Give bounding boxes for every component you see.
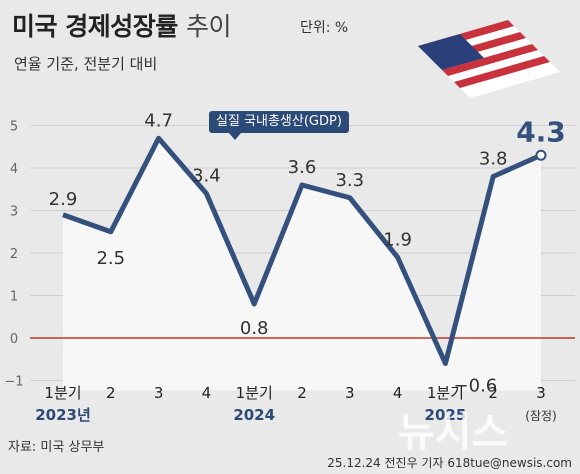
data-label: 0.8 bbox=[240, 318, 269, 339]
data-label: 2.9 bbox=[49, 189, 78, 210]
y-tick-label: −1 bbox=[4, 375, 23, 390]
series-line bbox=[62, 135, 543, 366]
data-point-highlight bbox=[535, 149, 547, 161]
data-label: 1.9 bbox=[383, 229, 412, 250]
data-label: 3.6 bbox=[288, 157, 317, 178]
title-suffix: 추이 bbox=[185, 12, 232, 41]
data-label: 4.7 bbox=[144, 110, 173, 131]
y-tick-label: 1 bbox=[10, 290, 18, 305]
provisional-note: (잠정) bbox=[525, 409, 556, 423]
watermark-text: 뉴시스 bbox=[398, 410, 508, 456]
y-tick-label: 5 bbox=[10, 120, 18, 135]
x-tick-label: 1분기 bbox=[236, 384, 273, 402]
chart-subtitle: 연율 기준, 전분기 대비 bbox=[14, 55, 158, 73]
year-label: 2024 bbox=[233, 406, 275, 424]
data-label: 4.3 bbox=[516, 115, 566, 148]
x-tick-label: 2 bbox=[106, 384, 116, 402]
y-tick-label: 2 bbox=[10, 247, 18, 262]
data-label: −0.6 bbox=[454, 376, 498, 397]
year-label: 2023년 bbox=[35, 406, 91, 424]
us-flag-icon bbox=[418, 20, 560, 98]
title-main: 미국 경제성장률 bbox=[12, 12, 178, 41]
data-label: 3.4 bbox=[192, 166, 221, 187]
y-tick-label: 3 bbox=[10, 205, 18, 220]
data-label: 3.3 bbox=[335, 170, 364, 191]
x-tick-label: 2 bbox=[297, 384, 307, 402]
x-tick-label: 3 bbox=[536, 384, 546, 402]
x-tick-label: 3 bbox=[154, 384, 164, 402]
unit-label: 단위: % bbox=[300, 20, 349, 36]
x-tick-label: 1분기 bbox=[427, 384, 464, 402]
credit-note: 25.12.24 전진우 기자 618tue@newsis.com bbox=[327, 456, 572, 470]
data-label: 2.5 bbox=[96, 248, 125, 269]
y-tick-label: 4 bbox=[10, 162, 18, 177]
y-tick-label: 0 bbox=[10, 332, 18, 347]
x-tick-label: 4 bbox=[202, 384, 212, 402]
year-label: 2025 bbox=[425, 406, 467, 424]
data-label: 3.8 bbox=[479, 149, 508, 170]
series-area bbox=[63, 138, 541, 391]
series-callout: 실질 국내총생산(GDP) bbox=[209, 111, 349, 140]
x-tick-label: 2 bbox=[488, 384, 498, 402]
watermark: 뉴시스 bbox=[398, 410, 508, 456]
x-tick-label: 4 bbox=[393, 384, 403, 402]
x-tick-label: 3 bbox=[345, 384, 355, 402]
chart-title: 미국 경제성장률 추이 bbox=[12, 7, 231, 43]
source-note: 자료: 미국 상무부 bbox=[8, 440, 105, 455]
x-tick-label: 1분기 bbox=[44, 384, 81, 402]
